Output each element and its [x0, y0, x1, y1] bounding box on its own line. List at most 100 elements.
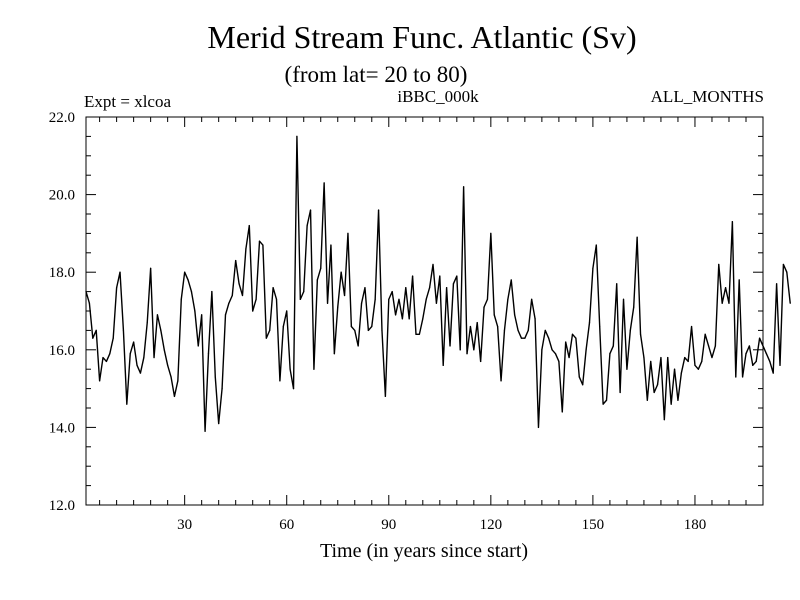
data-point — [667, 356, 669, 359]
data-point — [639, 333, 642, 335]
data-point — [150, 267, 152, 269]
data-point — [690, 325, 693, 328]
data-point — [619, 391, 621, 394]
data-point — [214, 376, 216, 378]
data-point — [752, 364, 754, 366]
data-series-line — [85, 135, 791, 432]
data-point — [139, 372, 142, 374]
data-point — [435, 302, 438, 304]
data-point — [520, 337, 523, 339]
data-point — [629, 329, 631, 331]
data-point — [388, 298, 390, 300]
data-point — [360, 302, 363, 304]
data-point — [391, 291, 393, 293]
data-point — [731, 221, 733, 223]
data-point — [466, 353, 468, 355]
data-point — [653, 391, 655, 394]
data-point — [755, 360, 757, 363]
data-point — [517, 329, 519, 331]
data-point — [534, 318, 536, 320]
data-point — [772, 372, 774, 374]
data-points — [85, 135, 791, 432]
data-point — [544, 329, 546, 331]
data-point — [449, 345, 451, 347]
data-point — [446, 287, 448, 289]
data-point — [258, 240, 261, 242]
data-point — [776, 283, 778, 285]
data-point — [650, 360, 652, 363]
data-point — [748, 345, 750, 347]
data-point — [558, 360, 560, 363]
data-point — [616, 283, 618, 285]
data-point — [374, 298, 376, 300]
data-point — [173, 395, 176, 397]
data-point — [136, 364, 138, 366]
data-point — [194, 310, 196, 312]
data-point — [476, 322, 478, 324]
data-point — [432, 263, 434, 266]
data-point — [323, 182, 325, 184]
data-point — [299, 298, 301, 300]
data-point — [252, 310, 254, 312]
data-point — [347, 232, 349, 234]
data-point — [694, 364, 696, 366]
data-point — [670, 403, 672, 405]
data-point — [218, 422, 220, 425]
data-point — [262, 244, 264, 246]
data-point — [116, 287, 118, 289]
data-point — [612, 345, 614, 347]
data-point — [109, 353, 111, 355]
data-point — [197, 345, 199, 347]
data-point — [429, 287, 431, 289]
y-tick-label: 18.0 — [49, 265, 75, 281]
data-point — [95, 329, 97, 331]
data-point — [398, 298, 400, 300]
data-point — [656, 384, 659, 386]
data-point — [721, 302, 723, 304]
data-point — [211, 291, 213, 293]
data-point — [490, 232, 492, 234]
data-point — [524, 337, 526, 339]
data-point — [180, 298, 182, 300]
data-point — [595, 244, 597, 246]
x-tick-label: 180 — [684, 517, 707, 533]
experiment-label: Expt = xlcoa — [84, 92, 171, 111]
data-point — [228, 302, 230, 304]
data-point — [224, 314, 227, 316]
data-point — [163, 349, 165, 351]
data-point — [500, 380, 502, 382]
data-point — [272, 287, 274, 289]
data-point — [779, 364, 781, 366]
data-point — [537, 426, 540, 428]
data-point — [714, 345, 716, 347]
data-point — [575, 337, 577, 339]
data-point — [660, 356, 662, 359]
data-point — [541, 349, 543, 351]
data-point — [422, 318, 424, 320]
data-point — [371, 325, 373, 328]
data-point — [190, 291, 193, 293]
data-point — [503, 329, 506, 331]
data-point — [551, 349, 553, 351]
data-point — [415, 333, 417, 335]
data-point — [282, 325, 284, 328]
data-point — [119, 271, 121, 273]
data-point — [582, 384, 584, 386]
data-point — [289, 368, 291, 370]
x-tick-label: 90 — [381, 517, 396, 533]
data-point — [741, 376, 744, 378]
data-point — [265, 337, 267, 339]
data-point — [357, 345, 359, 347]
data-point — [510, 279, 512, 281]
data-point — [684, 356, 686, 359]
data-point — [411, 275, 414, 277]
data-point — [320, 267, 322, 269]
data-point — [599, 325, 601, 328]
data-point — [473, 349, 475, 351]
run-label: iBBC_000k — [397, 87, 479, 106]
data-point — [745, 353, 747, 355]
data-point — [786, 271, 788, 273]
data-point — [292, 388, 295, 390]
data-point — [146, 322, 148, 324]
y-tick-label: 14.0 — [49, 420, 75, 436]
